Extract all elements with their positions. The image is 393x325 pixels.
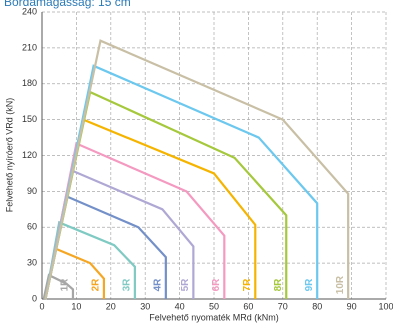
series-label: 5R <box>180 278 191 292</box>
y-tick-label: 210 <box>22 42 37 52</box>
y-tick-label: 60 <box>27 222 37 232</box>
x-tick-label: 80 <box>312 301 322 311</box>
y-tick-label: 90 <box>27 186 37 196</box>
series-label: 1R <box>60 278 71 292</box>
y-tick-label: 30 <box>27 258 37 268</box>
y-tick-label: 0 <box>32 293 37 303</box>
x-axis-label: Felvehető nyomaték MRd (kNm) <box>149 312 279 322</box>
x-tick-label: 10 <box>71 301 81 311</box>
x-tick-label: 30 <box>140 301 150 311</box>
series-label: 4R <box>152 278 163 292</box>
series-line <box>44 64 319 300</box>
series-line <box>42 273 75 300</box>
y-axis-label: Felvehető nyíróerő VRd (kN) <box>4 98 14 213</box>
chart-title: Bordamagasság: 15 cm <box>4 0 131 9</box>
y-tick-label: 240 <box>22 6 37 16</box>
series-label: 7R <box>242 278 253 292</box>
x-tick-label: 20 <box>106 301 116 311</box>
y-tick-label: 120 <box>22 150 37 160</box>
x-tick-label: 100 <box>378 301 393 311</box>
series-label: 2R <box>91 278 102 292</box>
series-label: 9R <box>304 278 315 292</box>
series-label: 10R <box>335 275 346 294</box>
series-label: 8R <box>273 278 284 292</box>
x-tick-label: 90 <box>347 301 357 311</box>
x-tick-label: 40 <box>175 301 185 311</box>
series-label: 6R <box>211 278 222 292</box>
x-tick-label: 50 <box>209 301 219 311</box>
x-tick-label: 60 <box>243 301 253 311</box>
y-tick-label: 150 <box>22 114 37 124</box>
y-tick-label: 180 <box>22 78 37 88</box>
series-label: 3R <box>122 278 133 292</box>
series-line <box>44 39 350 300</box>
x-tick-label: 0 <box>39 301 44 311</box>
x-tick-label: 70 <box>278 301 288 311</box>
